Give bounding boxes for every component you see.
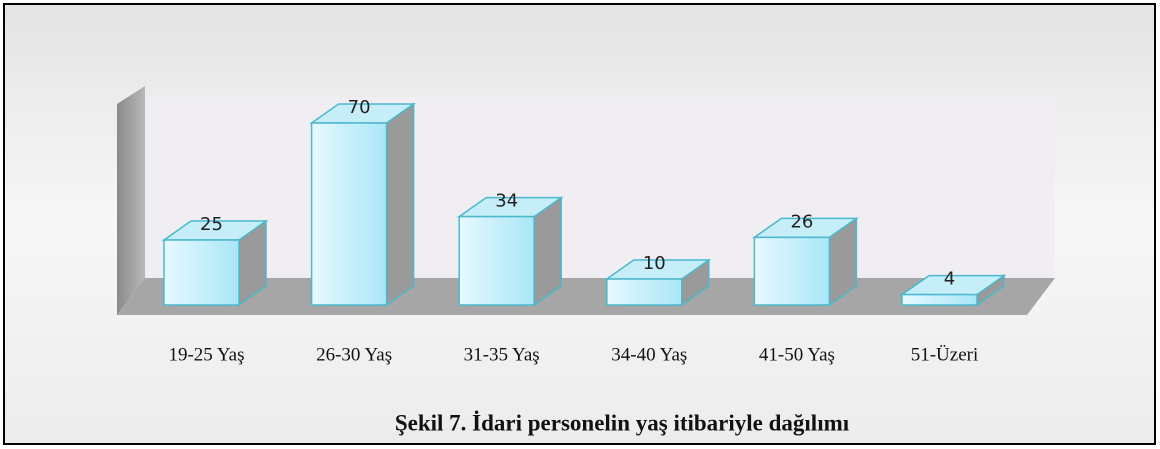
bar — [163, 239, 240, 306]
x-tick-label: 34-40 Yaş — [611, 344, 687, 365]
data-label: 70 — [348, 97, 371, 118]
data-label: 26 — [790, 211, 813, 232]
data-label: 25 — [200, 214, 223, 235]
x-tick-label: 26-30 Yaş — [316, 344, 392, 365]
bar — [458, 215, 535, 306]
chart-title: Şekil 7. İdari personelin yaş itibariyle… — [395, 410, 850, 435]
bar-side — [385, 102, 415, 307]
x-tick-label: 51-Üzeri — [911, 344, 979, 365]
bar — [606, 278, 683, 306]
side-wall — [117, 86, 145, 315]
data-label: 34 — [495, 191, 518, 212]
data-label: 10 — [643, 253, 666, 274]
x-tick-label: 41-50 Yaş — [759, 344, 835, 365]
x-tick-label: 31-35 Yaş — [464, 344, 540, 365]
x-tick-label: 19-25 Yaş — [168, 344, 244, 365]
back-wall — [145, 97, 1055, 278]
bar — [310, 122, 388, 306]
bar — [901, 293, 978, 306]
data-label: 4 — [944, 269, 955, 290]
bar — [753, 236, 831, 306]
